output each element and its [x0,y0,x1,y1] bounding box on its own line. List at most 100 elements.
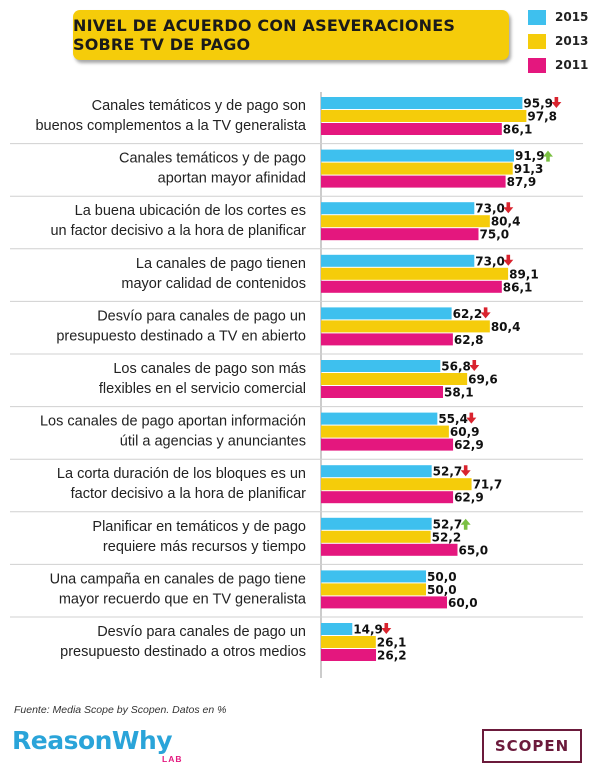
legend-label-2013: 2013 [555,34,589,48]
bar-2013 [321,320,490,333]
bar-2011 [321,123,502,135]
value-label-2013: 80,4 [491,320,521,334]
category-label-line: requiere más recursos y tiempo [103,539,306,555]
value-label-2013: 50,0 [427,583,457,597]
bar-2015 [321,570,426,583]
value-label-2015: 52,7 [433,517,463,531]
chart-title: NIVEL DE ACUERDO CON ASEVERACIONES SOBRE… [73,16,456,54]
bar-2015 [321,360,441,372]
legend-label-2015: 2015 [555,10,589,24]
arrow-up-icon [542,150,553,162]
value-label-2013: 52,2 [432,530,462,544]
arrow-down-icon [381,623,392,634]
category-label-line: Los canales de pago son más [113,361,306,377]
value-label-2011: 26,2 [377,649,407,663]
category-label-line: presupuesto destinado a otros medios [60,644,306,660]
category-label-line: Planificar en temáticos y de pago [92,519,306,535]
value-label-2011: 65,0 [459,543,489,557]
bar-2013 [321,636,376,648]
value-label-2013: 91,3 [514,162,544,176]
category-label: Planificar en temáticos y de pago requier… [92,519,306,555]
bar-2015 [321,254,475,267]
category-label-line: flexibles en el servicio comercial [99,381,306,397]
value-label-2011: 62,8 [454,333,484,347]
legend-item-2013: 2013 [528,31,588,51]
category-label: La buena ubicación de los cortes es un fa… [50,203,306,239]
bar-2015 [321,465,432,478]
arrow-up-icon [460,518,471,530]
legend-swatch-2013 [528,33,546,49]
bar-2013 [321,425,449,438]
arrow-down-icon [503,254,514,266]
category-label: Los canales de pago son más flexibles en … [99,361,306,397]
scopen-logo-text: SCOPEN [494,737,570,755]
arrow-down-icon [480,307,491,319]
bar-2013 [321,110,527,122]
category-label-line: La buena ubicación de los cortes es [75,203,306,219]
bar-2013 [321,373,468,385]
value-label-2013: 69,6 [468,373,498,387]
reasonwhy-logo-text: ReasonWhy [12,726,173,755]
arrow-down-icon [460,465,471,477]
bar-2011 [321,333,453,346]
category-label-line: mayor recuerdo que en TV generalista [59,591,307,607]
category-label: Desvío para canales de pago un presupuest… [60,624,306,660]
value-label-2011: 58,1 [444,386,474,400]
bar-2013 [321,478,472,491]
value-label-2015: 14,9 [353,623,383,637]
category-label-line: Los canales de pago aportan información [40,414,306,430]
bar-2015 [321,202,475,215]
value-label-2011: 86,1 [503,123,533,137]
value-label-2011: 62,9 [454,491,484,505]
category-label-line: La canales de pago tienen [136,256,306,272]
bar-2013 [321,162,513,175]
bar-2011 [321,438,454,451]
category-label-line: La corta duración de los bloques es un [57,466,306,482]
value-label-2011: 75,0 [480,228,510,242]
bar-chart: Canales temáticos y de pago son buenos co… [10,92,583,678]
category-label-line: Desvío para canales de pago un [97,624,306,640]
legend-swatch-2011 [528,57,546,73]
chart-title-box: NIVEL DE ACUERDO CON ASEVERACIONES SOBRE… [73,10,509,60]
value-label-2011: 62,9 [454,438,484,452]
category-label: La canales de pago tienen mayor calidad d… [121,256,306,292]
arrow-down-icon [466,412,477,424]
bar-2015 [321,517,432,530]
bar-2015 [321,412,438,425]
bar-2013 [321,267,509,280]
value-label-2015: 91,9 [515,149,545,163]
source-note: Fuente: Media Scope by Scopen. Datos en … [14,704,227,716]
category-label-line: Canales temáticos y de pago son [92,98,306,114]
value-label-2015: 73,0 [475,202,505,216]
category-label-line: Desvío para canales de pago un [97,308,306,324]
arrow-down-icon [503,202,514,214]
category-label-line: mayor calidad de contenidos [121,276,306,292]
bar-2015 [321,97,523,109]
category-label-line: aportan mayor afinidad [158,171,306,187]
reasonwhy-logo-sub: LAB [162,754,183,764]
legend: 2015 2013 2011 [528,7,588,79]
bar-2011 [321,491,454,504]
value-label-2015: 52,7 [433,465,463,479]
value-label-2011: 60,0 [448,596,478,610]
category-label-line: Canales temáticos y de pago [119,151,306,167]
legend-item-2015: 2015 [528,7,588,27]
value-label-2013: 71,7 [473,478,503,492]
category-label: Canales temáticos y de pago son buenos co… [35,98,306,134]
scopen-logo: SCOPEN [482,729,582,763]
value-label-2015: 73,0 [475,254,505,268]
category-label: Una campaña en canales de pago tiene mayo… [50,571,307,607]
value-label-2011: 87,9 [507,175,537,189]
category-label-line: factor decisivo a la hora de planificar [71,486,307,502]
category-label-line: Una campaña en canales de pago tiene [50,571,306,587]
category-label: Los canales de pago aportan información ú… [40,414,306,450]
bar-2011 [321,596,447,609]
category-label: La corta duración de los bloques es un fa… [57,466,306,502]
bar-2015 [321,149,514,162]
bar-2011 [321,280,502,293]
bar-2013 [321,215,490,228]
arrow-down-icon [469,360,480,371]
category-label-line: un factor decisivo a la hora de planific… [50,223,306,239]
bar-2015 [321,623,353,635]
bar-2011 [321,386,444,398]
